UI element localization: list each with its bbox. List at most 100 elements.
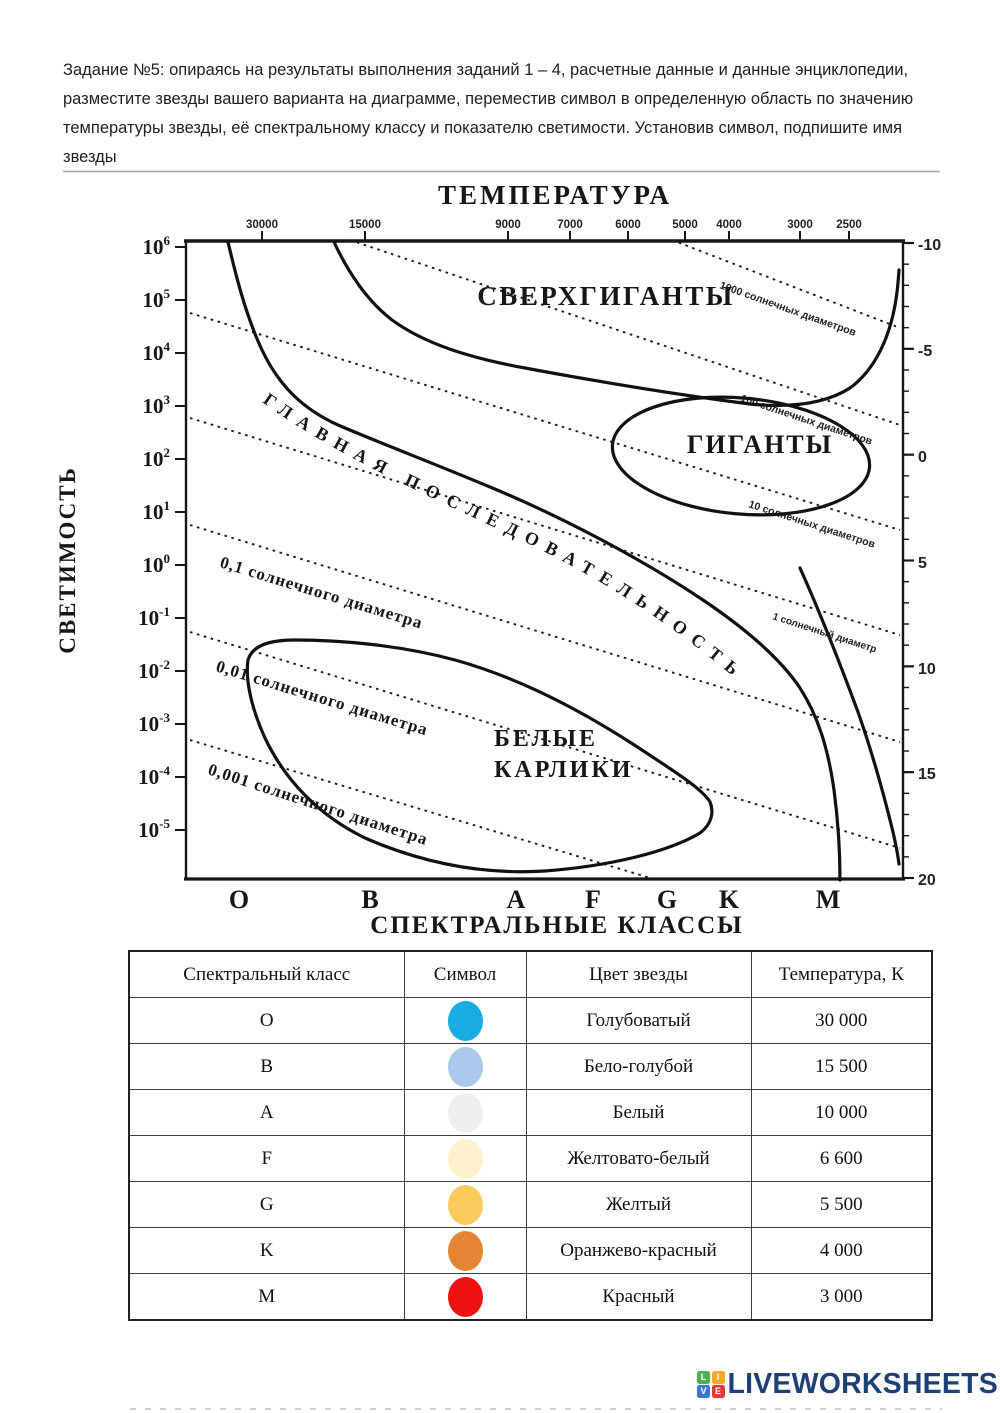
axis-title-spectral-classes: СПЕКТРАЛЬНЫЕ КЛАССЫ	[370, 912, 743, 939]
cell-spectral-class: F	[128, 1135, 405, 1182]
task-line: Задание №5: опираясь на результаты выпол…	[63, 61, 909, 79]
iso-label-10d: 10 солнечных диаметров	[747, 498, 877, 550]
region-label-supergiants: СВЕРХГИГАНТЫ	[477, 281, 735, 311]
svg-text:10-5: 10-5	[138, 816, 170, 842]
cell-spectral-class: K	[128, 1227, 405, 1274]
cell-temperature: 6 600	[750, 1135, 933, 1182]
col-header-temperature: Температура, К	[750, 950, 933, 998]
iso-diameter-lines	[189, 239, 901, 881]
svg-text:105: 105	[143, 286, 171, 312]
table-row: F Желтовато-белый 6 600	[128, 1135, 933, 1182]
task-line: звезды	[63, 148, 117, 166]
iso-line-1000d	[671, 239, 901, 329]
svg-text:10-2: 10-2	[138, 657, 170, 683]
cell-star-color: Желтый	[525, 1181, 752, 1228]
white-dwarfs-region-outline	[245, 638, 714, 874]
iso-line-0.001d	[189, 739, 658, 881]
table-row: G Желтый 5 500	[128, 1181, 933, 1228]
table-row: K Оранжево-красный 4 000	[128, 1227, 933, 1274]
region-label-white-dwarfs-1: БЕЛЫЕ	[494, 726, 598, 752]
temp-tick-label: 5000	[672, 219, 698, 231]
cut-off-text-strip	[130, 1408, 942, 1410]
star-symbol-O[interactable]	[447, 1000, 483, 1041]
star-symbol-F[interactable]	[447, 1138, 483, 1179]
svg-text:10-4: 10-4	[138, 763, 170, 789]
magnitude-scale: -10 -5 0 5 10 15 20	[918, 237, 941, 889]
iso-line-0.1d	[189, 524, 901, 743]
region-curves	[226, 240, 901, 882]
star-symbol-B[interactable]	[447, 1046, 483, 1087]
spectral-class-label: A	[507, 885, 526, 914]
mag-label: -5	[918, 343, 932, 360]
region-label-white-dwarfs-2: КАРЛИКИ	[494, 757, 633, 783]
temp-tick-label: 3000	[787, 219, 813, 231]
main-sequence-upper-curve	[226, 240, 842, 882]
plot-frame	[184, 239, 905, 881]
col-header-symbol: Символ	[403, 950, 527, 998]
table-row: O Голубоватый 30 000	[128, 997, 933, 1044]
cell-star-color: Белый	[525, 1089, 752, 1136]
svg-text:101: 101	[143, 498, 171, 524]
iso-label-0.001d: 0,001 солнечного диаметра	[206, 760, 431, 849]
svg-text:106: 106	[143, 233, 171, 259]
table-header-row: Спектральный класс Символ Цвет звезды Те…	[128, 950, 933, 998]
cell-star-color: Желтовато-белый	[525, 1135, 752, 1182]
temp-tick-label: 2500	[836, 219, 862, 231]
temp-tick-label: 15000	[349, 219, 381, 231]
mag-label: 5	[918, 555, 927, 572]
col-header-spectral-class: Спектральный класс	[128, 950, 405, 998]
logo-square-i: I	[711, 1370, 725, 1384]
hr-diagram: ТЕМПЕРАТУРА СПЕКТРАЛЬНЫЕ КЛАССЫ СВЕТИМОС…	[55, 170, 941, 939]
logo-wordmark: LIVEWORKSHEETS	[727, 1368, 998, 1400]
giants-region-outline	[610, 395, 872, 517]
task-instructions: Задание №5: опираясь на результаты выпол…	[63, 56, 948, 172]
temperature-scale: 30000 15000 9000 7000 6000 5000 4000 300…	[246, 219, 862, 231]
star-symbol-K[interactable]	[447, 1230, 483, 1271]
axis-ticks	[175, 231, 914, 880]
table-row: A Белый 10 000	[128, 1089, 933, 1136]
cell-star-color: Голубоватый	[525, 997, 752, 1044]
liveworksheets-logo[interactable]: L I V E LIVEWORKSHEETS	[697, 1370, 998, 1399]
mag-label: -10	[918, 237, 941, 254]
cell-temperature: 15 500	[750, 1043, 933, 1090]
cell-spectral-class: B	[128, 1043, 405, 1090]
liveworksheets-icon: L I V E	[697, 1370, 725, 1398]
region-label-giants: ГИГАНТЫ	[687, 430, 833, 459]
svg-text:104: 104	[143, 339, 171, 365]
star-symbol-A[interactable]	[447, 1092, 483, 1133]
logo-square-v: V	[697, 1385, 710, 1398]
iso-line-0.01d	[189, 631, 901, 849]
mag-label: 0	[918, 449, 927, 466]
temp-tick-label: 9000	[495, 219, 521, 231]
table-row: M Красный 3 000	[128, 1273, 933, 1321]
spectral-class-label: G	[657, 885, 677, 914]
axis-title-temperature: ТЕМПЕРАТУРА	[438, 180, 672, 210]
main-sequence-lower-curve	[798, 566, 901, 866]
spectral-class-label: O	[229, 885, 249, 914]
table-row: B Бело-голубой 15 500	[128, 1043, 933, 1090]
star-symbol-M[interactable]	[447, 1276, 483, 1317]
spectral-class-table: Спектральный класс Символ Цвет звезды Те…	[128, 950, 933, 1321]
cell-temperature: 3 000	[750, 1273, 933, 1321]
cell-temperature: 10 000	[750, 1089, 933, 1136]
spectral-class-label: M	[816, 885, 841, 914]
axis-title-luminosity: СВЕТИМОСТЬ	[55, 466, 80, 654]
temp-tick-label: 6000	[615, 219, 641, 231]
iso-label-1000d: 1000 солнечных диаметров	[718, 280, 858, 340]
cell-temperature: 4 000	[750, 1227, 933, 1274]
temp-tick-label: 4000	[716, 219, 742, 231]
svg-text:103: 103	[143, 392, 171, 418]
cell-spectral-class: A	[128, 1089, 405, 1136]
temp-tick-label: 7000	[557, 219, 583, 231]
iso-label-1d: 1 солнечный диаметр	[771, 611, 878, 655]
star-symbol-G[interactable]	[447, 1184, 483, 1225]
cell-spectral-class: O	[128, 997, 405, 1044]
cell-spectral-class: M	[128, 1273, 405, 1321]
cell-temperature: 30 000	[750, 997, 933, 1044]
iso-line-1d	[189, 417, 901, 636]
temp-tick-label: 30000	[246, 219, 278, 231]
spectral-class-scale: O B A F G K M	[229, 885, 840, 914]
mag-label: 10	[918, 661, 936, 678]
logo-square-e: E	[711, 1385, 725, 1398]
